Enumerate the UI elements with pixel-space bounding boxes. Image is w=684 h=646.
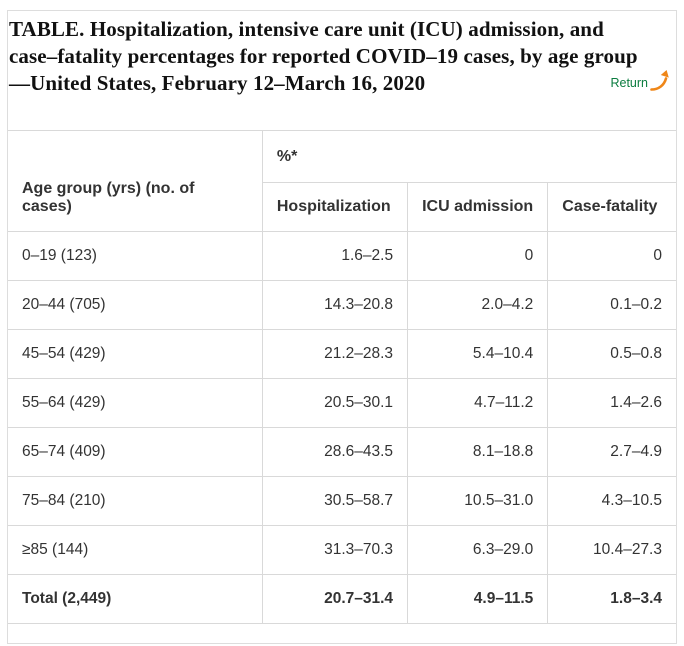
age-group-cell: 45–54 (429) xyxy=(8,329,263,379)
hospitalization-cell: 30.5–58.7 xyxy=(261,476,409,526)
data-table: Age group (yrs) (no. of cases) %* Hospit… xyxy=(8,130,676,624)
case-fatality-cell: 2.7–4.9 xyxy=(547,427,676,477)
table-row: 0–19 (123) 1.6–2.5 0 0 xyxy=(8,231,676,281)
case-fatality-cell: 0 xyxy=(547,231,676,281)
hospitalization-cell: 28.6–43.5 xyxy=(261,427,409,477)
return-arrow-icon xyxy=(650,70,669,91)
table-title-line-3: —United States, February 12–March 16, 20… xyxy=(9,71,426,95)
hospitalization-cell: 31.3–70.3 xyxy=(261,525,409,575)
table-head: Age group (yrs) (no. of cases) %* Hospit… xyxy=(8,130,676,232)
return-link[interactable]: Return xyxy=(610,70,670,92)
case-fatality-cell: 0.1–0.2 xyxy=(547,280,676,330)
icu-admission-cell: 6.3–29.0 xyxy=(407,525,549,575)
icu-admission-cell: 2.0–4.2 xyxy=(407,280,549,330)
case-fatality-cell: 1.4–2.6 xyxy=(547,378,676,428)
return-label: Return xyxy=(610,76,648,90)
table-widget: TABLE. Hospitalization, intensive care u… xyxy=(7,10,677,644)
hospitalization-cell: 1.6–2.5 xyxy=(261,231,409,281)
age-group-cell: ≥85 (144) xyxy=(8,525,263,575)
hospitalization-cell: 20.7–31.4 xyxy=(261,574,409,624)
column-header-row: Hospitalization ICU admission Case-fatal… xyxy=(8,182,676,232)
group-header-row: Age group (yrs) (no. of cases) %* xyxy=(8,130,676,232)
icu-admission-cell: 4.9–11.5 xyxy=(407,574,549,624)
age-group-cell: 0–19 (123) xyxy=(8,231,263,281)
age-group-cell: 75–84 (210) xyxy=(8,476,263,526)
hospitalization-cell: 21.2–28.3 xyxy=(261,329,409,379)
age-group-cell: Total (2,449) xyxy=(8,574,263,624)
icu-admission-cell: 10.5–31.0 xyxy=(407,476,549,526)
table-row: Total (2,449) 20.7–31.4 4.9–11.5 1.8–3.4 xyxy=(8,574,676,624)
table-row: ≥85 (144) 31.3–70.3 6.3–29.0 10.4–27.3 xyxy=(8,525,676,575)
icu-admission-cell: 0 xyxy=(407,231,549,281)
icu-admission-cell: 5.4–10.4 xyxy=(407,329,549,379)
table-body: 0–19 (123) 1.6–2.5 0 0 20–44 (705) 14.3–20.8 2… xyxy=(8,231,676,624)
table-row: 20–44 (705) 14.3–20.8 2.0–4.2 0.1–0.2 xyxy=(8,280,676,330)
column-header-hospitalization: Hospitalization xyxy=(262,182,409,232)
table-title-line-2: case–fatality percentages for reported C… xyxy=(9,44,638,68)
column-group-header-percent: %* xyxy=(261,130,676,183)
hospitalization-cell: 20.5–30.1 xyxy=(261,378,409,428)
age-group-cell: 65–74 (409) xyxy=(8,427,263,477)
table-row: 65–74 (409) 28.6–43.5 8.1–18.8 2.7–4.9 xyxy=(8,427,676,477)
case-fatality-cell: 10.4–27.3 xyxy=(547,525,676,575)
table-row: 55–64 (429) 20.5–30.1 4.7–11.2 1.4–2.6 xyxy=(8,378,676,428)
table-title-line-1: TABLE. Hospitalization, intensive care u… xyxy=(9,17,604,41)
table-title: TABLE. Hospitalization, intensive care u… xyxy=(9,16,638,97)
icu-admission-cell: 4.7–11.2 xyxy=(407,378,549,428)
table-row: 45–54 (429) 21.2–28.3 5.4–10.4 0.5–0.8 xyxy=(8,329,676,379)
case-fatality-cell: 1.8–3.4 xyxy=(547,574,676,624)
column-header-case-fatality: Case-fatality xyxy=(547,182,676,232)
age-group-cell: 55–64 (429) xyxy=(8,378,263,428)
hospitalization-cell: 14.3–20.8 xyxy=(261,280,409,330)
column-header-icu-admission: ICU admission xyxy=(407,182,549,232)
table-row: 75–84 (210) 30.5–58.7 10.5–31.0 4.3–10.5 xyxy=(8,476,676,526)
case-fatality-cell: 0.5–0.8 xyxy=(547,329,676,379)
column-header-age-group: Age group (yrs) (no. of cases) xyxy=(8,130,263,232)
age-group-cell: 20–44 (705) xyxy=(8,280,263,330)
icu-admission-cell: 8.1–18.8 xyxy=(407,427,549,477)
case-fatality-cell: 4.3–10.5 xyxy=(547,476,676,526)
